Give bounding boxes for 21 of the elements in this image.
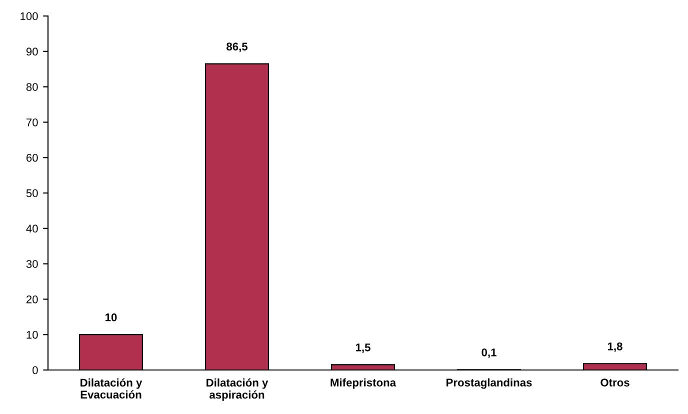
data-label: 0,1 [482, 348, 496, 358]
y-tick-label: 0 [32, 366, 38, 374]
data-label: 1,8 [608, 342, 622, 352]
y-tick-label: 20 [26, 295, 38, 304]
y-tick-label: 80 [26, 83, 38, 91]
x-tick-label: Otros [600, 378, 630, 386]
y-tick-label: 60 [26, 154, 38, 162]
y-tick-label: 10 [26, 330, 38, 339]
x-tick-label: Prostaglandinas [446, 378, 532, 389]
data-label: 1,5 [356, 344, 370, 353]
x-tick-label: Dilatación y aspiración [206, 378, 268, 401]
data-label: 10 [106, 313, 117, 322]
y-tick-label: 30 [26, 260, 38, 268]
y-tick-label: 50 [26, 189, 38, 198]
y-tick-label: 40 [26, 224, 38, 233]
x-tick-label: Dilatación y Evacuación [80, 378, 142, 399]
y-tick-label: 70 [26, 118, 38, 126]
data-label: 86,5 [226, 42, 248, 52]
x-tick-label: Mifepristona [330, 378, 396, 389]
y-tick-label: 100 [20, 12, 38, 20]
y-tick-label: 90 [26, 48, 38, 56]
